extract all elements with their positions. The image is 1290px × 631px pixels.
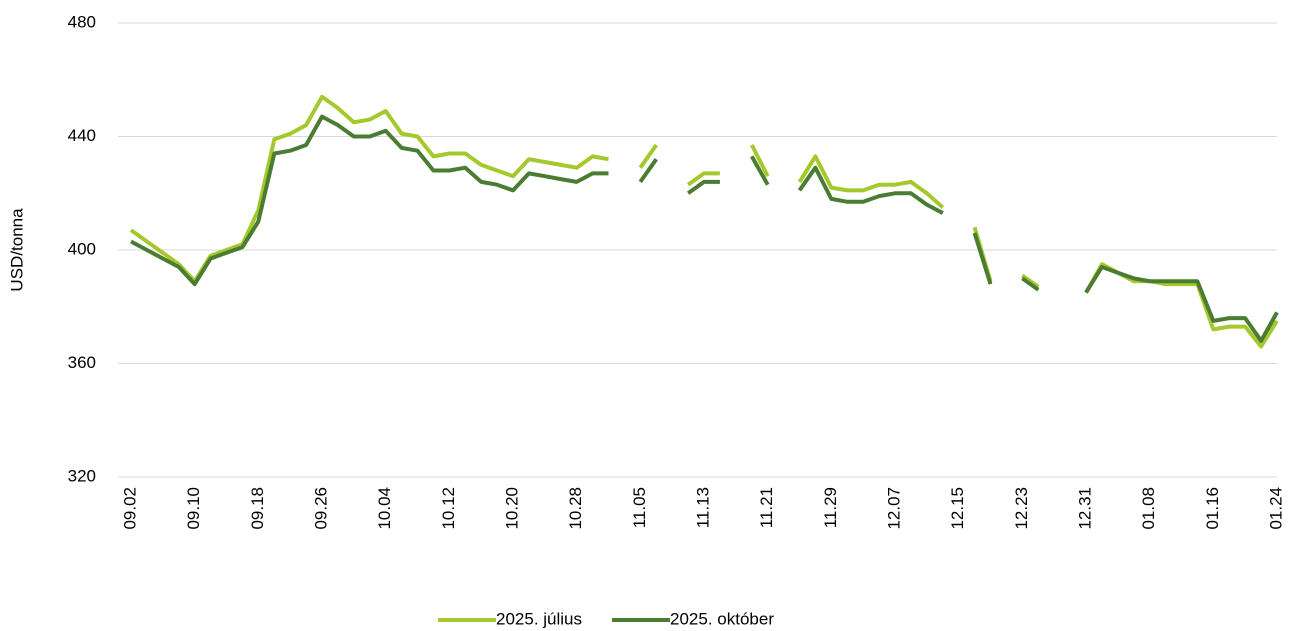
x-tick-label: 12.15 [948, 487, 967, 530]
x-tick-label: 01.24 [1266, 487, 1285, 530]
x-tick-label: 12.31 [1075, 487, 1094, 530]
line-series [130, 114, 1279, 343]
x-tick-label: 01.08 [1139, 487, 1158, 530]
x-tick-label: 11.29 [821, 487, 840, 528]
legend-label: 2025. október [670, 609, 774, 628]
x-tick-label: 12.07 [884, 487, 903, 530]
x-tick-label: 11.05 [630, 487, 649, 528]
x-tick-label: 10.04 [375, 487, 394, 530]
x-tick-label: 11.21 [757, 487, 776, 528]
y-axis-label: USD/tonna [7, 208, 26, 292]
x-tick-label: 01.16 [1203, 487, 1222, 530]
x-tick-label: 09.26 [311, 487, 330, 530]
y-tick-label: 480 [68, 12, 96, 31]
x-tick-label: 09.02 [120, 487, 139, 530]
y-tick-label: 440 [68, 126, 96, 145]
x-tick-label: 10.20 [502, 487, 521, 530]
y-tick-label: 400 [68, 239, 96, 258]
x-tick-label: 09.18 [248, 487, 267, 530]
y-tick-label: 320 [68, 466, 96, 485]
x-tick-label: 10.28 [566, 487, 585, 530]
x-tick-label: 12.23 [1012, 487, 1031, 530]
x-tick-label: 10.12 [439, 487, 458, 530]
x-tick-label: 11.13 [693, 487, 712, 528]
legend-label: 2025. július [496, 609, 582, 628]
x-tick-label: 09.10 [184, 487, 203, 530]
y-tick-label: 360 [68, 353, 96, 372]
line-series [129, 94, 1279, 349]
